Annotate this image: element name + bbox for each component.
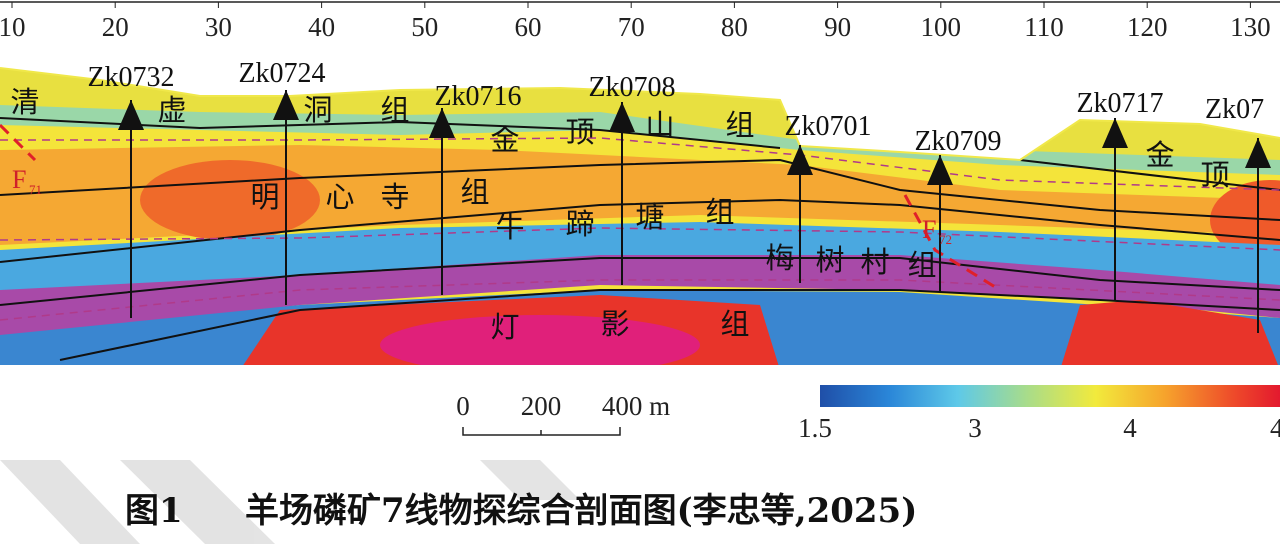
formation-char: 村 bbox=[860, 246, 889, 279]
formation-char: 金 bbox=[490, 124, 519, 157]
well-label: Zk0724 bbox=[238, 58, 325, 89]
formation-char: 梅 bbox=[765, 242, 794, 275]
formation-char: 组 bbox=[907, 249, 936, 282]
formation-char: 树 bbox=[815, 244, 844, 277]
caption-figure: 图1 bbox=[125, 491, 183, 531]
formation-char: 洞 bbox=[303, 95, 332, 127]
scale-label: 200 bbox=[521, 391, 562, 421]
well-arrow bbox=[787, 145, 813, 175]
well-arrow bbox=[429, 108, 455, 138]
well-arrow bbox=[927, 155, 953, 185]
formation-labels: 清虚洞组金顶山组明心寺组牛蹄塘组梅树村组灯影组金顶 bbox=[10, 86, 1229, 344]
formation-char: 顶 bbox=[565, 117, 594, 149]
tick-label: 130 bbox=[1230, 12, 1271, 42]
formation-char: 顶 bbox=[1200, 160, 1229, 192]
scale-bar: 0 200 400 m bbox=[456, 391, 670, 436]
formation-char: 组 bbox=[725, 109, 754, 142]
formation-char: 组 bbox=[380, 94, 409, 127]
fault-labels: F 71F 72 bbox=[12, 165, 952, 247]
colorbar-label: 4 bbox=[1270, 413, 1280, 443]
formation-char: 塘 bbox=[635, 201, 664, 234]
well-arrow bbox=[609, 102, 635, 132]
formation-char: 灯 bbox=[490, 311, 519, 344]
wells: Zk0732 Zk0724 Zk0716 Zk0708 Zk0701 Zk0709 Zk07… bbox=[87, 58, 1271, 333]
formation-char: 组 bbox=[720, 308, 749, 341]
formation-char: 蹄 bbox=[565, 208, 594, 241]
tick-label: 80 bbox=[721, 12, 748, 42]
tick-label: 90 bbox=[824, 12, 851, 42]
tick-label: 120 bbox=[1127, 12, 1168, 42]
formation-char: 寺 bbox=[380, 182, 409, 214]
tick-label: 100 bbox=[921, 12, 962, 42]
well-arrow bbox=[118, 100, 144, 130]
fault-letter: F bbox=[12, 165, 26, 194]
well-arrow bbox=[1245, 138, 1271, 168]
formation-char: 影 bbox=[600, 309, 629, 341]
formation-char: 组 bbox=[460, 176, 489, 209]
formation-char: 心 bbox=[325, 182, 354, 214]
formation-char: 清 bbox=[10, 86, 39, 119]
tick-label: 50 bbox=[411, 12, 438, 42]
fault-subscript: 72 bbox=[939, 232, 952, 247]
fault-subscript: 71 bbox=[29, 182, 42, 197]
scale-label: 400 m bbox=[602, 391, 670, 421]
colorbar-label: 1.5 bbox=[798, 413, 832, 443]
well-label: Zk0701 bbox=[784, 111, 871, 142]
formation-char: 明 bbox=[250, 182, 279, 214]
top-axis: 10 20 30 40 50 60 70 80 90 100 110 120 130 bbox=[0, 1, 1280, 42]
well-label: Zk0717 bbox=[1076, 88, 1163, 119]
fault-letter: F bbox=[922, 215, 936, 244]
well-label: Zk0709 bbox=[914, 126, 1001, 157]
well-arrow bbox=[1102, 118, 1128, 148]
formation-char: 金 bbox=[1145, 139, 1174, 172]
tick-label: 30 bbox=[205, 12, 232, 42]
well-label: Zk07 bbox=[1205, 94, 1264, 125]
caption-text: 羊场磷矿7线物探综合剖面图(李忠等,2025) bbox=[245, 491, 917, 531]
formation-char: 组 bbox=[705, 196, 734, 229]
well-label: Zk0716 bbox=[434, 81, 521, 112]
well-label: Zk0708 bbox=[588, 72, 675, 103]
formation-char: 虚 bbox=[157, 94, 186, 127]
tick-label: 20 bbox=[102, 12, 129, 42]
colorbar-label: 4 bbox=[1123, 413, 1137, 443]
tick-label: 60 bbox=[515, 12, 542, 42]
colorbar-label: 3 bbox=[968, 413, 982, 443]
well-arrow bbox=[273, 90, 299, 120]
formation-char: 山 bbox=[645, 110, 674, 142]
formation-char: 牛 bbox=[495, 211, 524, 244]
scale-label: 0 bbox=[456, 391, 470, 421]
watermark bbox=[0, 460, 580, 544]
tick-label: 110 bbox=[1024, 12, 1064, 42]
tick-label: 10 bbox=[0, 12, 26, 42]
tick-label: 40 bbox=[308, 12, 335, 42]
tick-label: 70 bbox=[618, 12, 645, 42]
well-label: Zk0732 bbox=[87, 62, 174, 93]
colorbar: 1.5 3 4 4 bbox=[798, 385, 1280, 443]
